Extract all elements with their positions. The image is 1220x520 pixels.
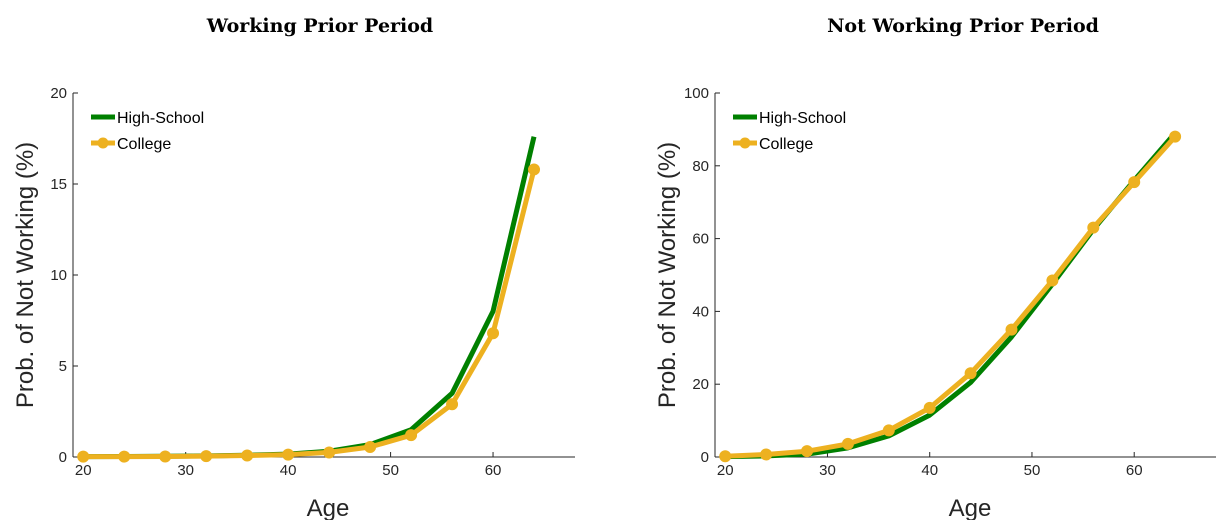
data-point-college <box>841 437 854 450</box>
x-tick-label: 30 <box>819 462 836 479</box>
data-point-college <box>364 440 377 453</box>
y-tick-label: 0 <box>59 449 67 466</box>
chart-title: Working Prior Period <box>206 15 433 37</box>
x-tick-label: 40 <box>921 462 938 479</box>
y-tick-label: 10 <box>50 267 67 284</box>
y-tick-label: 40 <box>692 303 709 320</box>
legend-marker <box>739 137 751 149</box>
legend-label: College <box>117 136 171 153</box>
y-tick-label: 80 <box>692 158 709 175</box>
x-axis-label: Age <box>307 495 350 520</box>
x-tick-label: 60 <box>485 462 502 479</box>
x-tick-label: 50 <box>382 462 399 479</box>
y-tick-label: 100 <box>684 85 709 102</box>
y-axis-label: Prob. of Not Working (%) <box>654 142 681 408</box>
legend-label: College <box>759 136 813 153</box>
x-tick-label: 20 <box>717 462 734 479</box>
data-point-college <box>241 449 254 462</box>
legend-label: High-School <box>117 110 204 127</box>
chart-panel-working-prior: Working Prior Period Age Prob. of Not Wo… <box>12 15 575 520</box>
series-line-high-school <box>83 136 537 460</box>
data-point-college <box>282 448 295 461</box>
data-point-college <box>1169 130 1182 143</box>
chart-panel-not-working-prior: Not Working Prior Period Age Prob. of No… <box>654 15 1216 520</box>
x-tick-label: 50 <box>1024 462 1041 479</box>
chart-title: Not Working Prior Period <box>827 15 1099 37</box>
plot-area: 20 30 40 50 60 0 5 10 15 20 High-School College <box>50 85 575 479</box>
y-tick-label: 0 <box>701 449 709 466</box>
data-point-college <box>528 163 541 176</box>
legend-label: High-School <box>759 110 846 127</box>
series-line-high-school <box>725 131 1177 460</box>
x-tick-label: 20 <box>75 462 92 479</box>
series-line-college <box>725 135 1177 459</box>
y-tick-label: 15 <box>50 176 67 193</box>
data-point-college <box>1005 323 1018 336</box>
data-point-college <box>159 450 172 463</box>
data-point-college <box>719 450 732 463</box>
data-point-college <box>405 429 418 442</box>
series-line-college <box>83 168 537 460</box>
data-point-college <box>446 398 459 411</box>
data-point-college <box>760 448 773 461</box>
data-point-college <box>882 424 895 437</box>
data-point-college <box>118 450 131 463</box>
y-axis-label: Prob. of Not Working (%) <box>12 142 39 408</box>
x-tick-label: 30 <box>177 462 194 479</box>
data-point-college <box>323 446 336 459</box>
y-tick-label: 5 <box>59 358 67 375</box>
y-tick-label: 20 <box>50 85 67 102</box>
data-point-college <box>77 450 90 463</box>
x-axis-label: Age <box>949 495 992 520</box>
y-tick-label: 20 <box>692 376 709 393</box>
data-point-college <box>964 367 977 380</box>
data-point-college <box>1128 176 1141 189</box>
legend-marker <box>97 137 109 149</box>
data-point-college <box>1046 274 1059 287</box>
data-point-college <box>1087 221 1100 234</box>
data-point-college <box>923 401 936 414</box>
data-point-college <box>200 450 213 463</box>
x-tick-label: 40 <box>280 462 297 479</box>
plot-area: 20 30 40 50 60 0 20 40 60 80 100 High-School College <box>684 85 1216 479</box>
y-tick-label: 60 <box>692 231 709 248</box>
x-tick-label: 60 <box>1126 462 1143 479</box>
data-point-college <box>801 445 814 458</box>
data-point-college <box>487 327 500 340</box>
